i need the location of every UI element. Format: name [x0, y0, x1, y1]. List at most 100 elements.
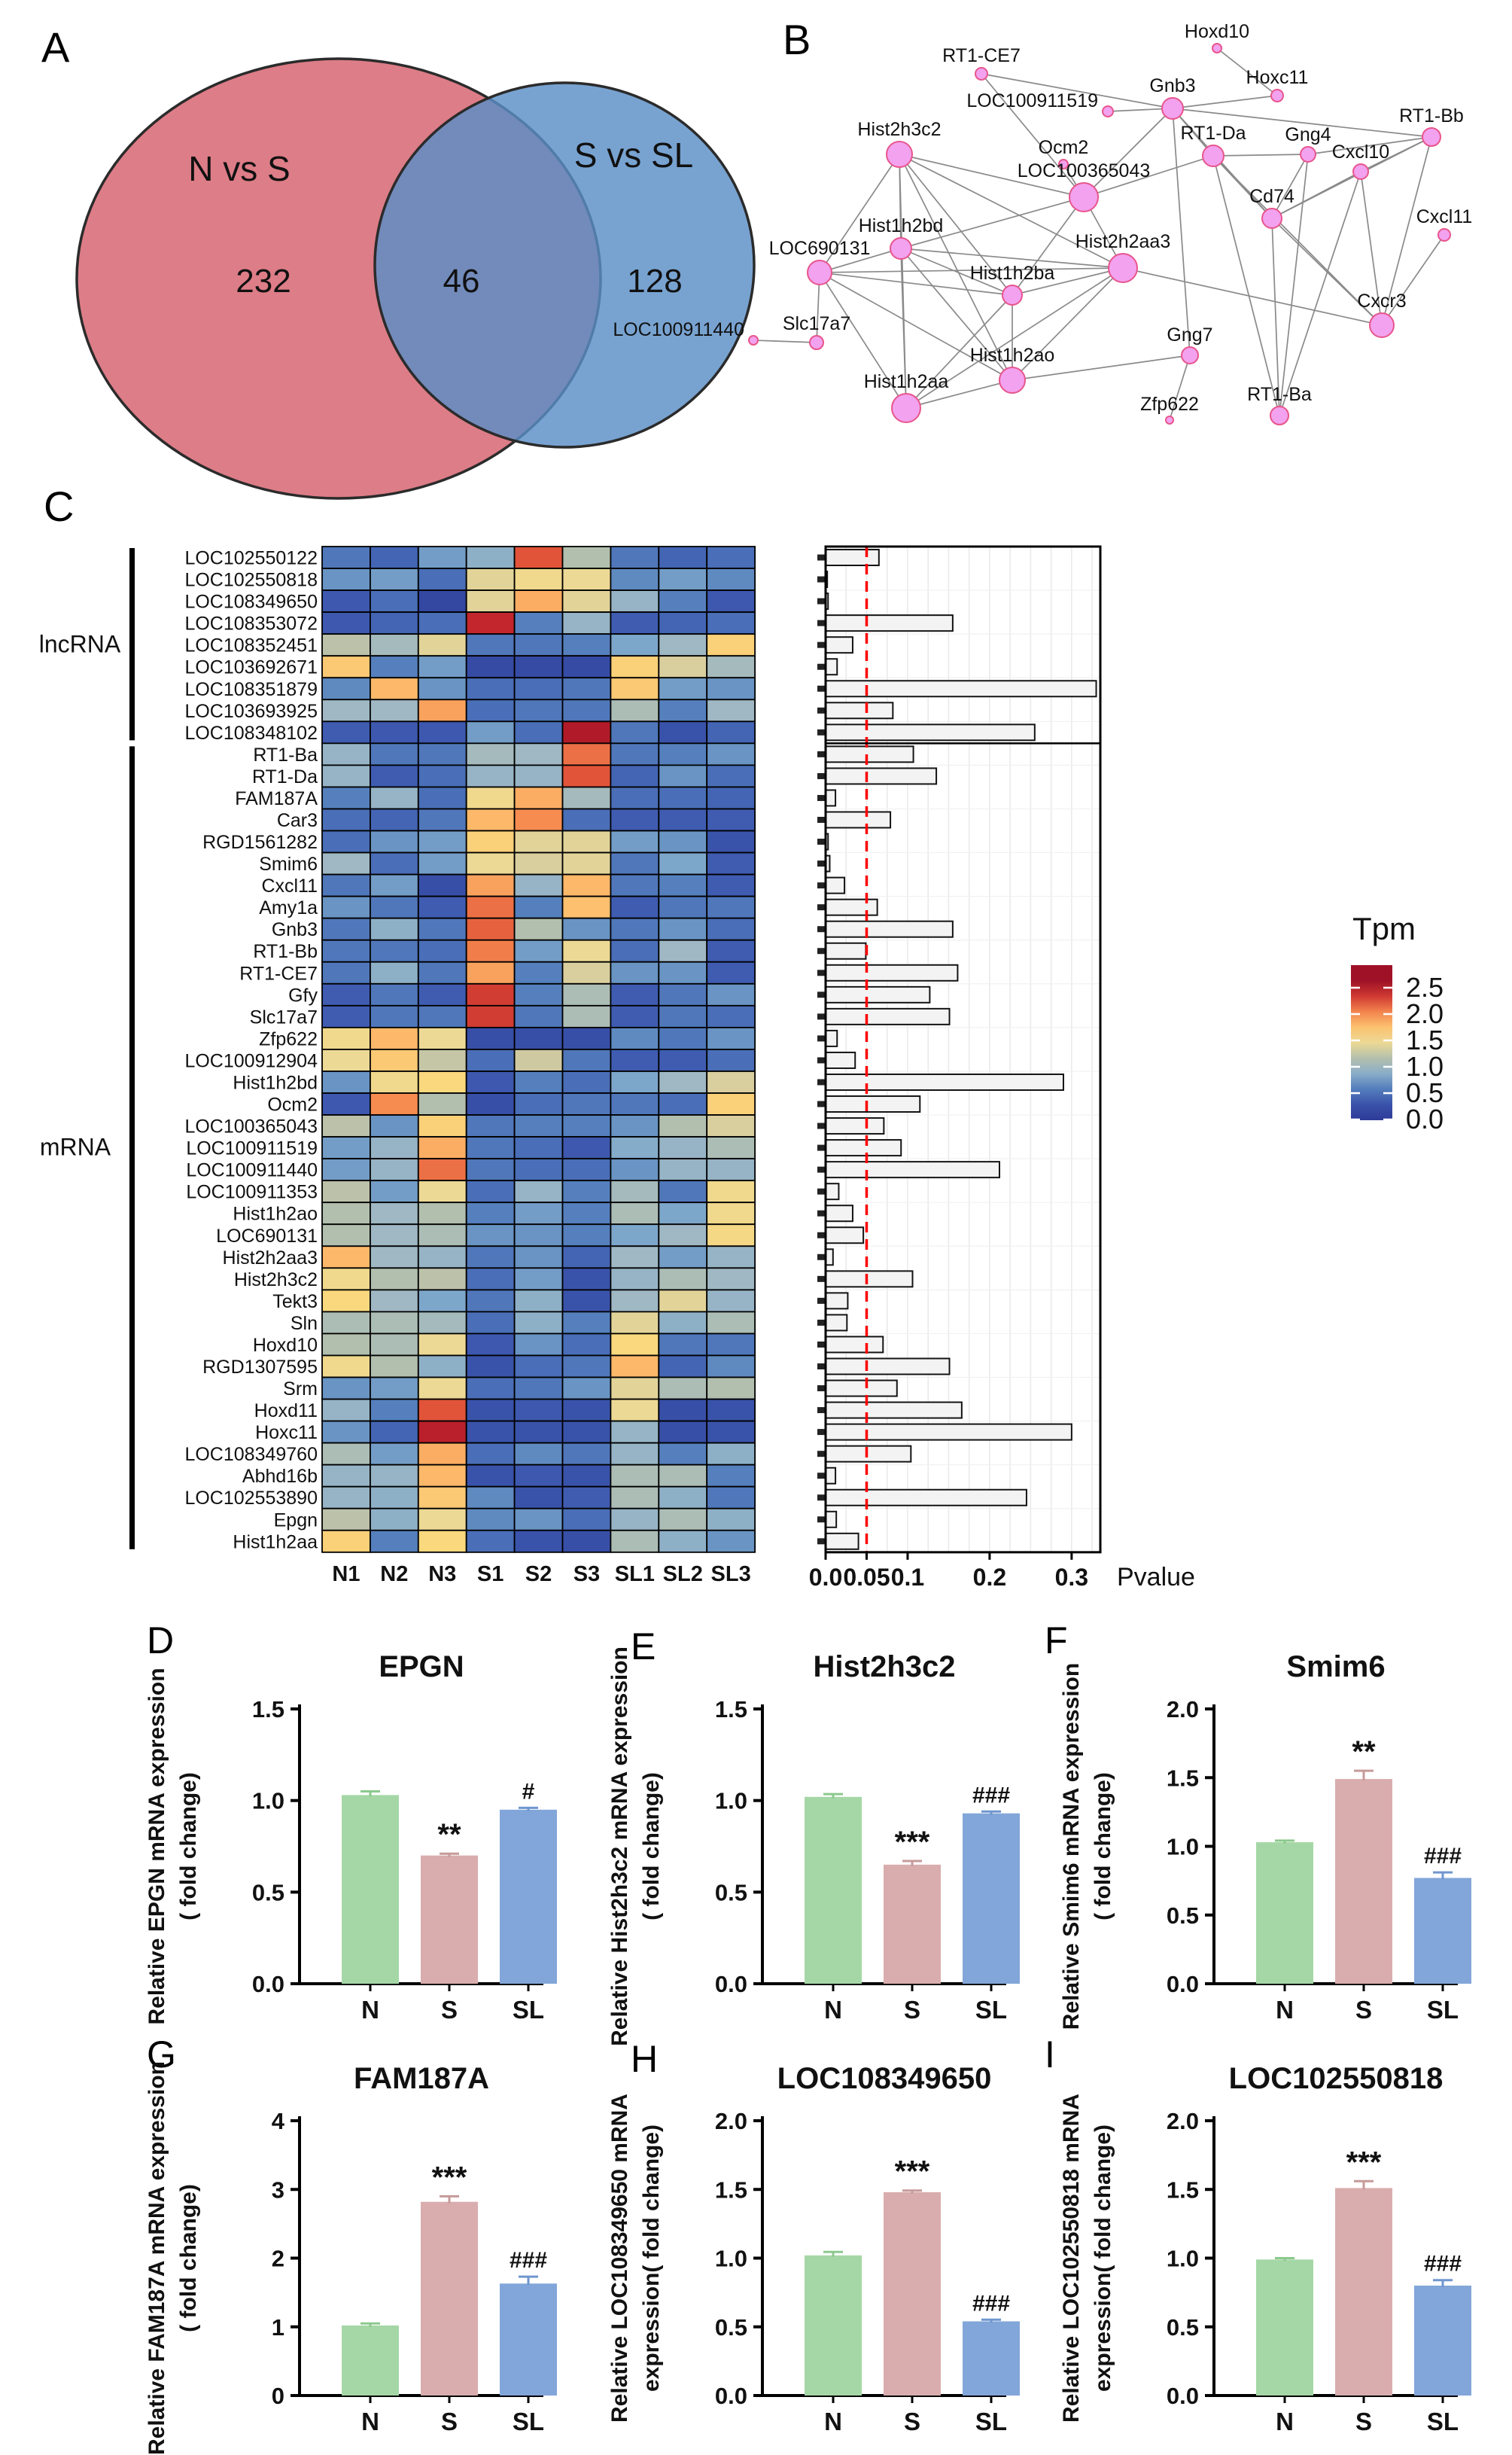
svg-text:Hist2h2aa3: Hist2h2aa3 — [1075, 231, 1170, 252]
svg-text:Tekt3: Tekt3 — [272, 1291, 318, 1312]
svg-text:Cxcl11: Cxcl11 — [1416, 206, 1473, 227]
svg-text:Hoxd11: Hoxd11 — [254, 1400, 318, 1421]
panel-label-b: B — [783, 16, 811, 63]
svg-text:0.5: 0.5 — [252, 1879, 284, 1905]
svg-text:mRNA: mRNA — [40, 1134, 111, 1161]
svg-text:Ocm2: Ocm2 — [1039, 137, 1089, 158]
svg-text:Gng7: Gng7 — [1167, 324, 1212, 346]
svg-text:Ocm2: Ocm2 — [267, 1095, 318, 1116]
svg-text:Tpm: Tpm — [1352, 911, 1416, 946]
svg-text:FAM187A: FAM187A — [235, 788, 318, 809]
svg-text:0.2: 0.2 — [973, 1564, 1006, 1591]
svg-text:Gfy: Gfy — [288, 985, 318, 1006]
svg-text:1.5: 1.5 — [715, 1696, 747, 1722]
bar-chart-fam187a: FAM187A Relative FAM187A mRNA expression (… — [145, 2061, 557, 2455]
svg-text:SL: SL — [975, 2408, 1007, 2435]
svg-text:###: ### — [1424, 1844, 1462, 1869]
svg-text:S1: S1 — [477, 1562, 503, 1586]
panel-label-g: G — [147, 2033, 176, 2076]
svg-text:LOC108351879: LOC108351879 — [184, 679, 318, 700]
panel-label-i: I — [1045, 2033, 1055, 2076]
svg-text:0.5: 0.5 — [1167, 1902, 1199, 1929]
svg-text:Sln: Sln — [291, 1313, 318, 1334]
svg-text:LOC108349650: LOC108349650 — [184, 592, 318, 613]
svg-text:1.0: 1.0 — [1406, 1051, 1444, 1082]
svg-text:RT1-Ba: RT1-Ba — [253, 745, 318, 766]
svg-text:LOC102553890: LOC102553890 — [184, 1488, 318, 1509]
svg-text:SL: SL — [513, 1996, 544, 2024]
svg-text:Relative LOC108349650 mRNA: Relative LOC108349650 mRNA — [607, 2094, 632, 2423]
svg-text:S: S — [904, 2408, 920, 2435]
svg-text:Hist1h2ba: Hist1h2ba — [970, 263, 1055, 284]
svg-text:2: 2 — [272, 2246, 284, 2272]
svg-text:46: 46 — [443, 263, 480, 300]
svg-text:2.0: 2.0 — [1167, 2108, 1199, 2134]
gene-network-graph: RT1-CE7 LOC100911519 Hoxd10 Hoxc11 Gnb3 RT1-B… — [613, 21, 1473, 425]
svg-text:0.3: 0.3 — [1055, 1564, 1088, 1591]
svg-text:LOC100365043: LOC100365043 — [184, 1116, 318, 1138]
svg-text:( fold change): ( fold change) — [639, 1772, 664, 1920]
svg-text:Slc17a7: Slc17a7 — [783, 313, 850, 334]
svg-text:RGD1561282: RGD1561282 — [202, 832, 318, 853]
svg-text:0.1: 0.1 — [891, 1564, 924, 1591]
svg-text:N: N — [1276, 2408, 1294, 2435]
svg-text:Gng4: Gng4 — [1285, 124, 1331, 145]
svg-text:Hist1h2ao: Hist1h2ao — [970, 345, 1055, 366]
svg-text:1.5: 1.5 — [1406, 1025, 1444, 1055]
svg-text:LOC690131: LOC690131 — [769, 238, 871, 259]
svg-text:LOC108348102: LOC108348102 — [184, 723, 318, 744]
svg-text:SL2: SL2 — [663, 1562, 703, 1586]
svg-text:lncRNA: lncRNA — [39, 631, 121, 658]
svg-text:SL: SL — [975, 1996, 1007, 2024]
svg-text:Hist2h3c2: Hist2h3c2 — [857, 119, 941, 140]
svg-text:###: ### — [972, 2291, 1010, 2316]
svg-text:Relative FAM187A mRNA expressi: Relative FAM187A mRNA expression — [145, 2061, 169, 2455]
svg-text:LOC690131: LOC690131 — [216, 1226, 318, 1247]
panel-label-e: E — [631, 1625, 656, 1668]
svg-text:4: 4 — [272, 2108, 285, 2134]
svg-text:0.5: 0.5 — [715, 1879, 747, 1905]
svg-text:1: 1 — [272, 2314, 284, 2341]
svg-text:N: N — [824, 1996, 842, 2024]
svg-text:Gnb3: Gnb3 — [272, 919, 318, 940]
svg-text:Hist1h2ao: Hist1h2ao — [233, 1204, 318, 1225]
svg-text:N: N — [361, 2408, 379, 2435]
svg-text:0.0: 0.0 — [252, 1971, 284, 1997]
svg-text:Relative Smim6 mRNA expression: Relative Smim6 mRNA expression — [1059, 1663, 1084, 2030]
svg-text:1.0: 1.0 — [715, 2246, 747, 2272]
panel-label-d: D — [147, 1619, 175, 1662]
svg-text:LOC102550818: LOC102550818 — [184, 570, 318, 591]
svg-text:232: 232 — [236, 263, 291, 300]
svg-text:Abhd16b: Abhd16b — [242, 1466, 318, 1487]
svg-text:Gnb3: Gnb3 — [1149, 75, 1195, 96]
svg-text:LOC108349760: LOC108349760 — [184, 1444, 318, 1465]
svg-text:S: S — [1355, 2408, 1372, 2435]
svg-text:#: # — [522, 1779, 535, 1804]
svg-text:2.5: 2.5 — [1406, 972, 1444, 1003]
svg-text:Slc17a7: Slc17a7 — [250, 1007, 318, 1028]
svg-text:Hist1h2bd: Hist1h2bd — [859, 215, 944, 236]
svg-text:S: S — [441, 2408, 458, 2435]
svg-text:Cxcl11: Cxcl11 — [261, 876, 318, 897]
svg-text:Car3: Car3 — [277, 810, 318, 831]
svg-text:1.5: 1.5 — [1167, 1765, 1199, 1791]
svg-text:Relative Hist2h3c2 mRNA expres: Relative Hist2h3c2 mRNA expression — [607, 1646, 632, 2046]
panel-label-c: C — [44, 483, 75, 530]
svg-text:Relative EPGN mRNA expression: Relative EPGN mRNA expression — [145, 1668, 169, 2024]
bar-chart-loc102550818: LOC102550818 Relative LOC102550818 mRNA ex… — [1059, 2062, 1471, 2435]
svg-text:N: N — [824, 2408, 842, 2435]
svg-text:Hist2h3c2: Hist2h3c2 — [814, 1650, 956, 1683]
panel-label-a: A — [41, 23, 70, 71]
svg-text:RT1-Bb: RT1-Bb — [1399, 105, 1464, 126]
svg-text:Zfp622: Zfp622 — [259, 1028, 318, 1049]
svg-text:Hist2h2aa3: Hist2h2aa3 — [223, 1247, 318, 1269]
svg-text:Hoxd10: Hoxd10 — [1185, 21, 1249, 42]
svg-text:SL: SL — [513, 2408, 544, 2435]
svg-text:S vs SL: S vs SL — [574, 136, 694, 175]
svg-text:expression( fold change): expression( fold change) — [639, 2125, 664, 2392]
svg-text:***: *** — [895, 2155, 930, 2188]
svg-text:Cxcl10: Cxcl10 — [1332, 142, 1389, 163]
svg-text:RT1-Da: RT1-Da — [1180, 123, 1246, 144]
svg-text:SL1: SL1 — [615, 1562, 655, 1586]
svg-text:***: *** — [432, 2161, 467, 2194]
